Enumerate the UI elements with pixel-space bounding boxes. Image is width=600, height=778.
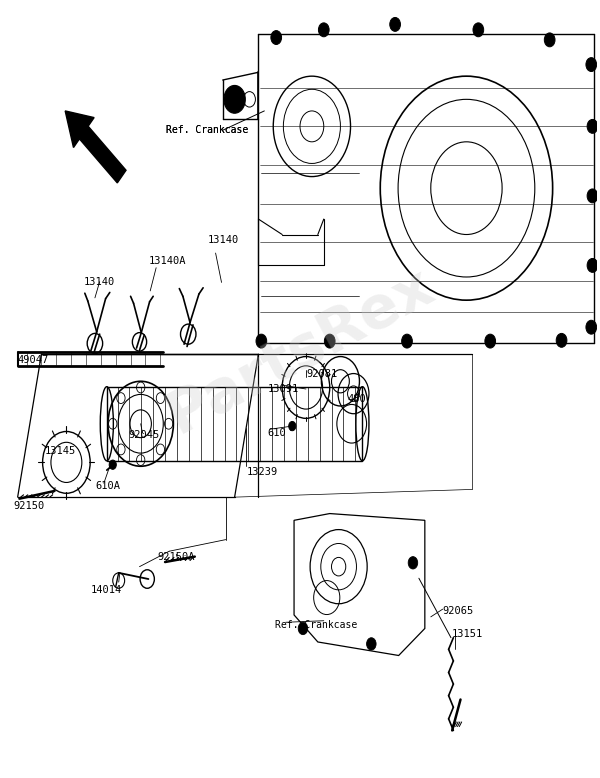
Circle shape [289, 422, 296, 431]
Circle shape [390, 17, 400, 31]
Circle shape [319, 23, 329, 37]
Text: Ref. Crankcase: Ref. Crankcase [166, 125, 248, 135]
Circle shape [224, 86, 245, 114]
Text: Ref. Crankcase: Ref. Crankcase [166, 125, 248, 135]
Text: 92081: 92081 [306, 369, 337, 379]
Circle shape [408, 556, 418, 569]
Circle shape [367, 638, 376, 650]
Circle shape [586, 321, 596, 335]
Text: 92045: 92045 [129, 430, 160, 440]
Text: 610: 610 [268, 428, 286, 438]
Text: 480: 480 [347, 394, 367, 404]
Circle shape [298, 622, 308, 635]
Circle shape [556, 334, 567, 347]
FancyArrow shape [65, 111, 126, 183]
Text: 610A: 610A [95, 481, 120, 491]
Circle shape [587, 258, 598, 272]
Text: PartsRex: PartsRex [157, 256, 443, 444]
Text: 13140: 13140 [83, 278, 115, 287]
Circle shape [587, 119, 598, 133]
Text: Ref. Crankcase: Ref. Crankcase [275, 619, 357, 629]
Text: 92150A: 92150A [157, 552, 195, 562]
Circle shape [473, 23, 484, 37]
Text: 92150: 92150 [13, 501, 45, 511]
Text: 13140: 13140 [208, 235, 239, 245]
Circle shape [325, 335, 335, 348]
Text: 13151: 13151 [452, 629, 483, 639]
Circle shape [401, 335, 412, 348]
Circle shape [544, 33, 555, 47]
Text: 92065: 92065 [443, 607, 474, 616]
Text: 14014: 14014 [91, 585, 122, 595]
Circle shape [271, 30, 281, 44]
Circle shape [485, 335, 496, 348]
Circle shape [586, 58, 596, 72]
Text: 49047: 49047 [17, 355, 49, 365]
Text: 13145: 13145 [44, 446, 76, 456]
Text: 13091: 13091 [268, 384, 299, 394]
Circle shape [256, 335, 267, 348]
Circle shape [587, 189, 598, 203]
Text: 13140A: 13140A [148, 256, 186, 266]
Circle shape [109, 460, 116, 469]
Text: 13239: 13239 [247, 467, 278, 477]
